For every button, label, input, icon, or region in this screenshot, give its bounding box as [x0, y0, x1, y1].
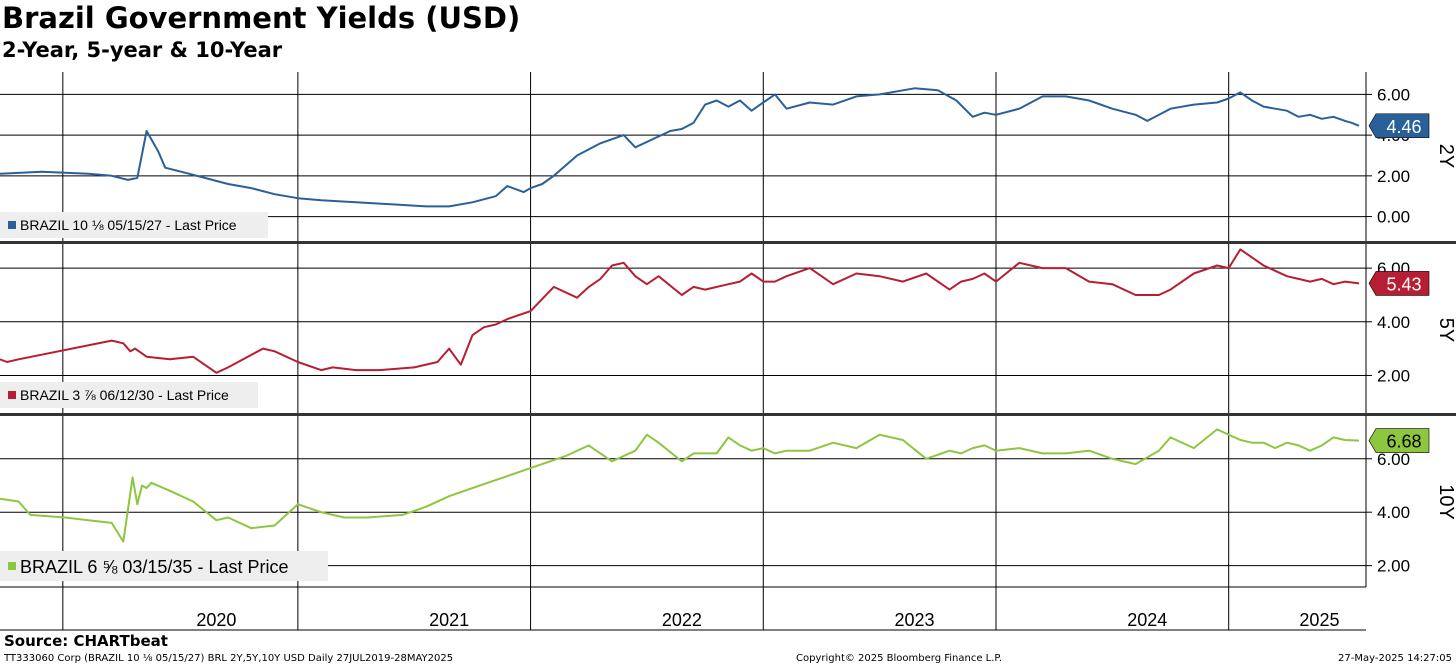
x-tick-label: 2024	[1127, 610, 1167, 630]
y-tick-label: 4.00	[1377, 313, 1410, 332]
panel-label-5y: 5Y	[1435, 318, 1456, 342]
legend-label: BRAZIL 3 ⅞ 06/12/30 - Last Price	[20, 387, 229, 403]
panel-separator	[0, 241, 1456, 244]
y-tick-label: 6.00	[1377, 85, 1410, 104]
legend-swatch	[8, 562, 16, 570]
last-value-label: 5.43	[1386, 274, 1421, 294]
last-value-tag	[1368, 113, 1430, 139]
panel-label-2y: 2Y	[1435, 144, 1456, 168]
last-value-tag	[1368, 271, 1430, 296]
x-tick-label: 2021	[429, 610, 469, 630]
footer-ticker: TT333060 Corp (BRAZIL 10 ⅛ 05/15/27) BRL…	[4, 653, 454, 664]
footer-timestamp: 27-May-2025 14:27:05	[1338, 653, 1452, 664]
y-tick-label: 6.00	[1377, 450, 1410, 469]
last-value-label: 4.46	[1386, 117, 1421, 137]
x-tick-label: 2025	[1299, 610, 1339, 630]
x-tick-label: 2023	[895, 610, 935, 630]
legend-swatch	[8, 391, 16, 399]
y-tick-label: 2.00	[1377, 557, 1410, 576]
y-tick-label: 0.00	[1377, 208, 1410, 227]
legend-swatch	[8, 221, 16, 229]
series-line-2y	[0, 87, 1360, 208]
legend-box	[0, 212, 268, 238]
panel-separator	[0, 413, 1456, 416]
legend-label: BRAZIL 10 ⅛ 05/15/27 - Last Price	[20, 217, 237, 233]
series-line-5y	[0, 248, 1360, 374]
source-note: Source: CHARTbeat	[4, 632, 168, 650]
chart-subtitle: 2-Year, 5-year & 10-Year	[2, 38, 283, 62]
legend-box	[0, 382, 258, 408]
last-value-label: 6.68	[1386, 432, 1421, 452]
x-tick-label: 2020	[196, 610, 236, 630]
last-value-tag	[1368, 428, 1430, 453]
legend-box	[0, 551, 328, 581]
y-tick-label: 2.00	[1377, 167, 1410, 186]
panel-label-10y: 10Y	[1435, 484, 1456, 520]
x-tick-label: 2022	[662, 610, 702, 630]
footer-copyright: Copyright© 2025 Bloomberg Finance L.P.	[796, 653, 1003, 664]
legend-label: BRAZIL 6 ⅝ 03/15/35 - Last Price	[20, 557, 288, 577]
y-tick-label: 2.00	[1377, 366, 1410, 385]
chart-title: Brazil Government Yields (USD)	[2, 1, 521, 35]
y-tick-label: 4.00	[1377, 503, 1410, 522]
series-line-10y	[0, 428, 1360, 543]
